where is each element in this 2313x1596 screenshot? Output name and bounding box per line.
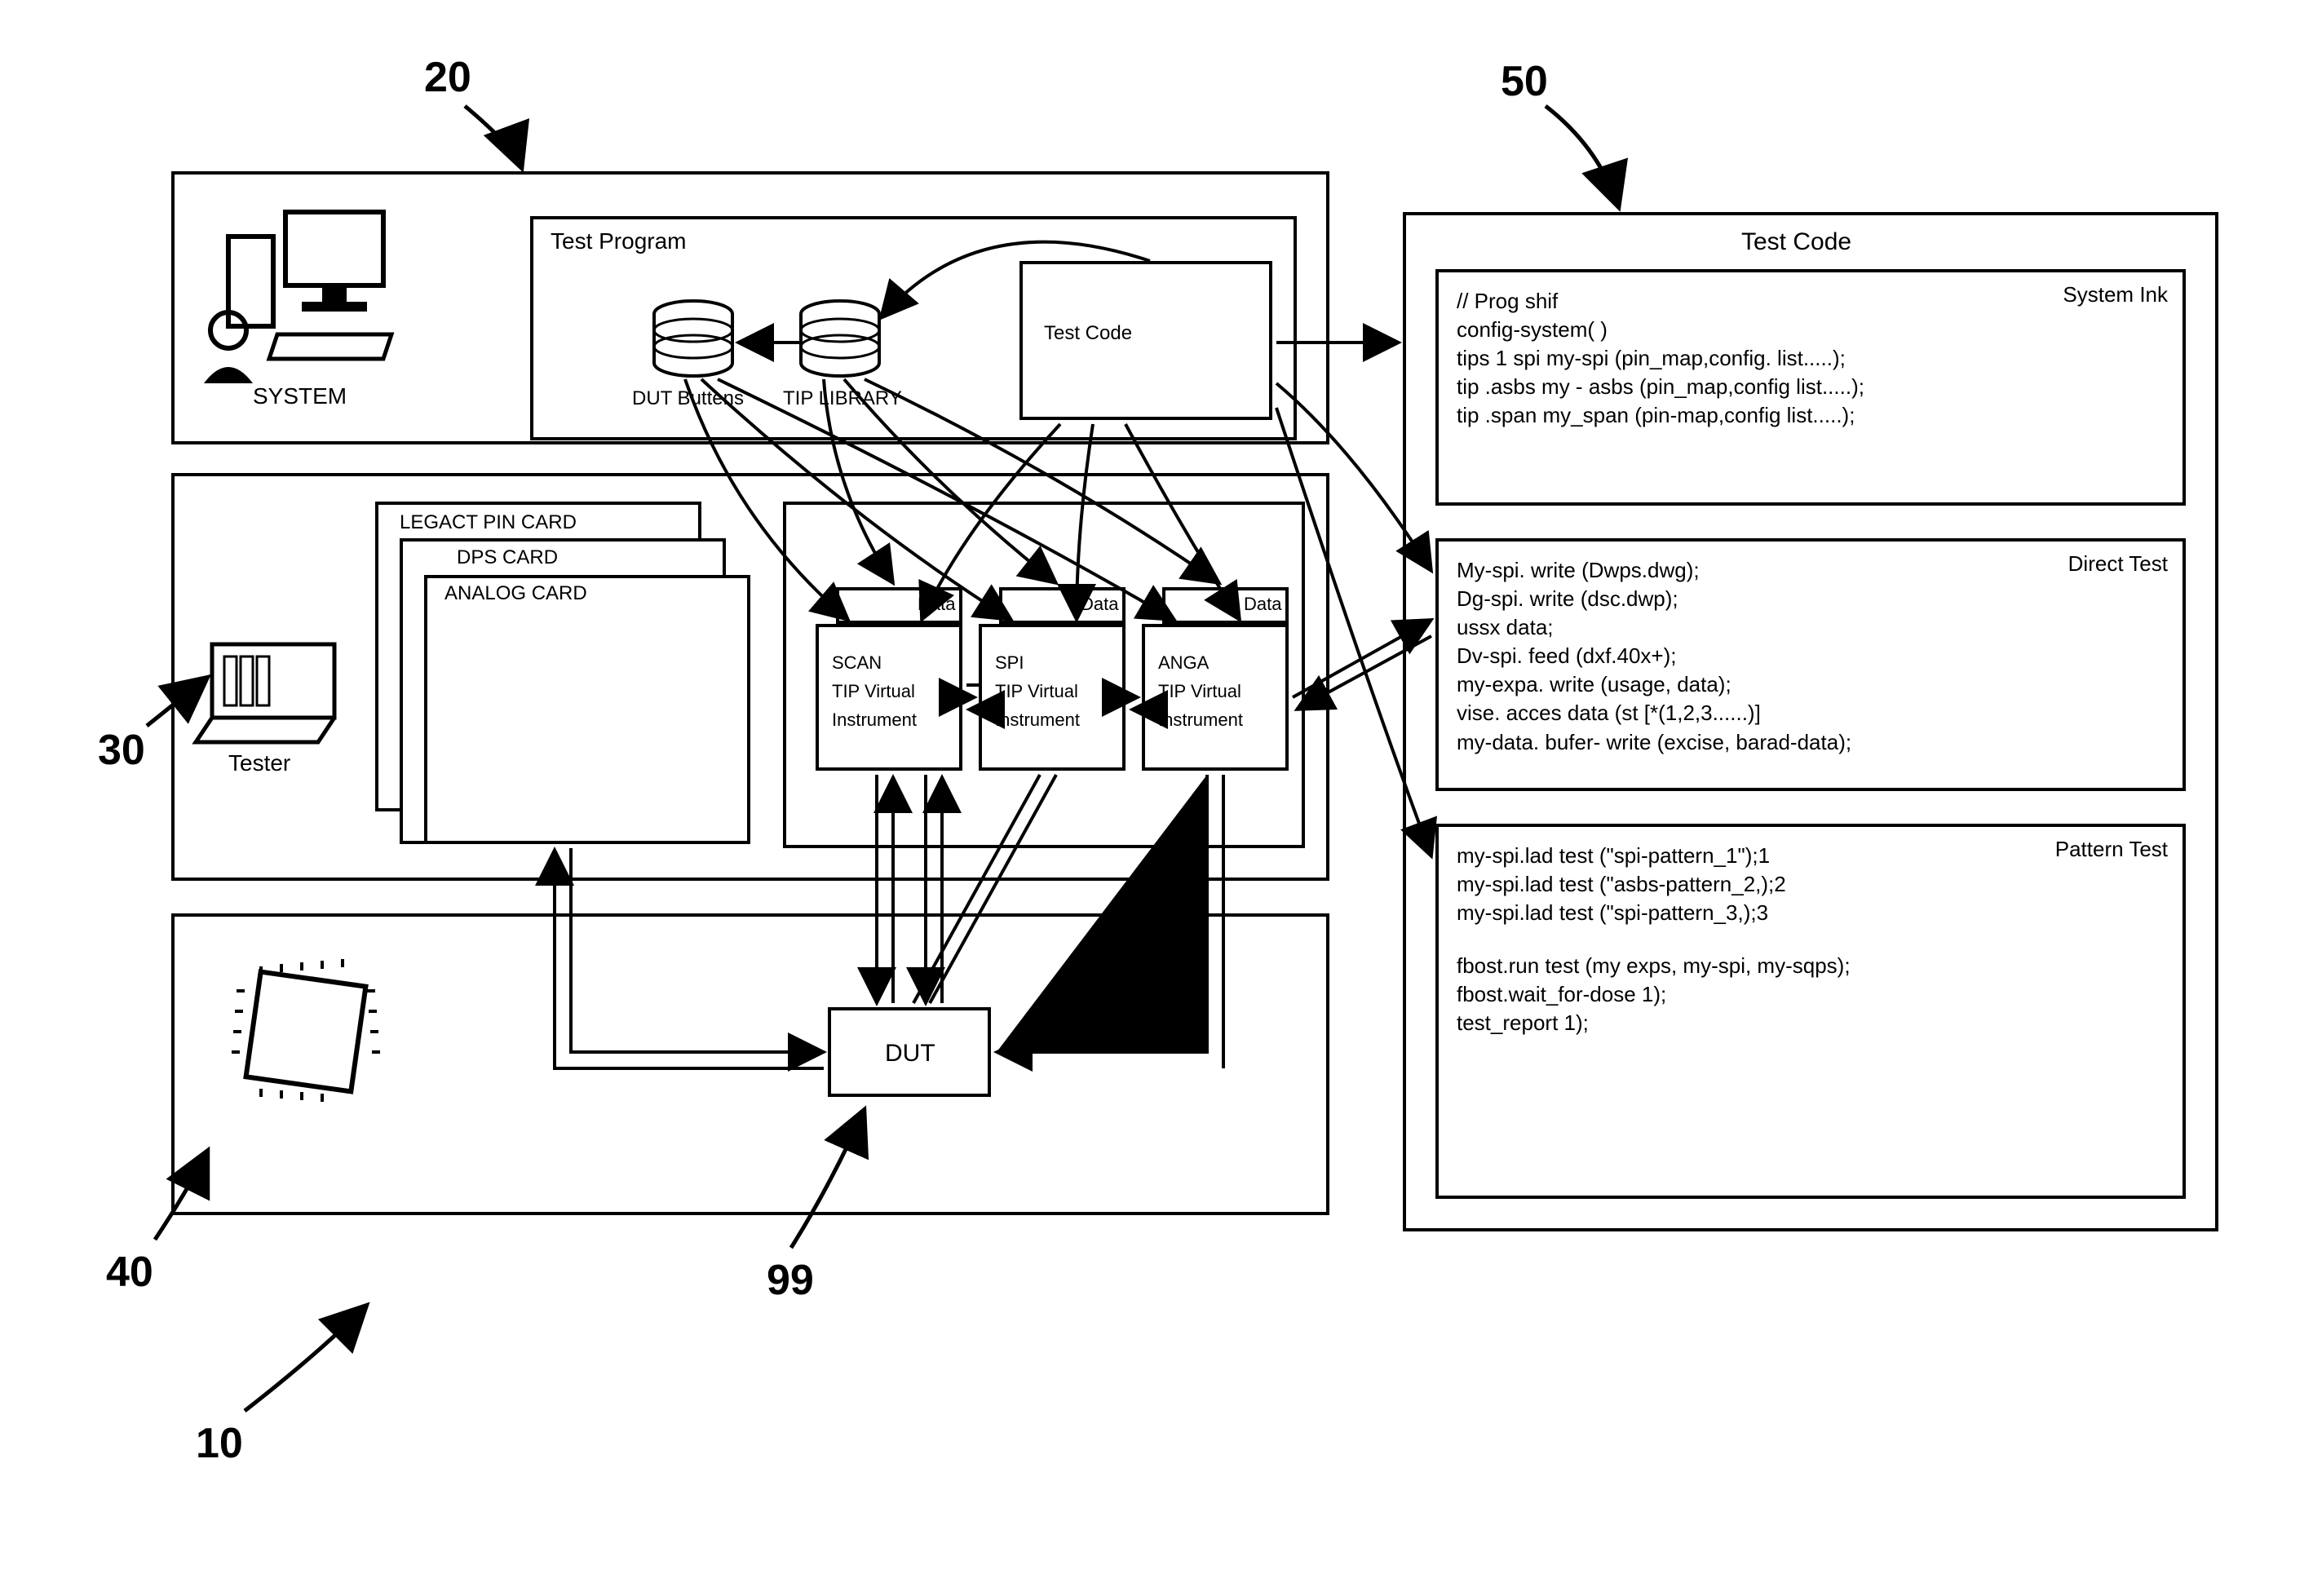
instr2-l3: Instrument xyxy=(995,710,1080,731)
instr3-l3: Instrument xyxy=(1158,710,1243,731)
instr1-data-label: Data xyxy=(918,594,955,615)
instr1-l3: Instrument xyxy=(832,710,917,731)
callout-99: 99 xyxy=(767,1256,814,1305)
p3l5: fbost.run test (my exps, my-spi, my-sqps… xyxy=(1457,952,2165,980)
tip-library-label: TIP LIBRARY xyxy=(783,387,902,410)
test-program-title: Test Program xyxy=(551,228,687,254)
panel1-tag: System Ink xyxy=(2063,281,2168,309)
instr3-l1: ANGA xyxy=(1158,652,1209,674)
panel2-tag: Direct Test xyxy=(2068,550,2168,578)
p1l2: config-system( ) xyxy=(1457,316,2165,344)
card3-label: ANALOG CARD xyxy=(444,582,587,605)
p2l5: my-expa. write (usage, data); xyxy=(1457,670,2165,699)
testcode-panel2: Direct Test My-spi. write (Dwps.dwg); Dg… xyxy=(1435,538,2186,791)
card-analog xyxy=(424,575,750,844)
instr2-data-label: Data xyxy=(1081,594,1118,615)
p3l4 xyxy=(1457,927,2165,952)
dut-buttens-label: DUT Buttens xyxy=(632,387,744,410)
callout-20: 20 xyxy=(424,53,471,102)
card1-label: LEGACT PIN CARD xyxy=(400,511,577,534)
p3l7: test_report 1); xyxy=(1457,1009,2165,1037)
instr3-l2: TIP Virtual xyxy=(1158,681,1241,702)
callout-50: 50 xyxy=(1501,57,1548,106)
system-label: SYSTEM xyxy=(253,383,347,409)
p3l6: fbost.wait_for-dose 1); xyxy=(1457,980,2165,1009)
panel3-tag: Pattern Test xyxy=(2055,835,2168,864)
instr2-l2: TIP Virtual xyxy=(995,681,1078,702)
p2l3: ussx data; xyxy=(1457,613,2165,642)
p2l4: Dv-spi. feed (dxf.40x+); xyxy=(1457,642,2165,670)
instr2-l1: SPI xyxy=(995,652,1024,674)
card2-label: DPS CARD xyxy=(457,546,558,569)
p1l4: tip .asbs my - asbs (pin_map,config list… xyxy=(1457,373,2165,401)
p1l1: // Prog shif xyxy=(1457,287,2165,316)
callout-40: 40 xyxy=(106,1248,153,1297)
p2l1: My-spi. write (Dwps.dwg); xyxy=(1457,556,2165,585)
dut-label: DUT xyxy=(885,1040,935,1068)
dut-panel xyxy=(171,913,1329,1215)
p1l3: tips 1 spi my-spi (pin_map,config. list.… xyxy=(1457,344,2165,373)
testcode-panel1: System Ink // Prog shif config-system( )… xyxy=(1435,269,2186,506)
callout-10: 10 xyxy=(196,1419,243,1468)
instr1-l1: SCAN xyxy=(832,652,882,674)
callout-30: 30 xyxy=(98,726,145,775)
instr1-l2: TIP Virtual xyxy=(832,681,915,702)
tester-label: Tester xyxy=(228,750,290,776)
testcode-panel3: Pattern Test my-spi.lad test ("spi-patte… xyxy=(1435,824,2186,1199)
p2l7: my-data. bufer- write (excise, barad-dat… xyxy=(1457,728,2165,757)
p3l3: my-spi.lad test ("spi-pattern_3,);3 xyxy=(1457,899,2165,927)
p1l5: tip .span my_span (pin-map,config list..… xyxy=(1457,401,2165,430)
p3l2: my-spi.lad test ("asbs-pattern_2,);2 xyxy=(1457,870,2165,899)
p2l6: vise. acces data (st [*(1,2,3......)] xyxy=(1457,699,2165,727)
instr3-data-label: Data xyxy=(1244,594,1281,615)
p2l2: Dg-spi. write (dsc.dwp); xyxy=(1457,585,2165,613)
testcode-title: Test Code xyxy=(1741,228,1851,256)
test-code-inner-label: Test Code xyxy=(1044,322,1132,345)
